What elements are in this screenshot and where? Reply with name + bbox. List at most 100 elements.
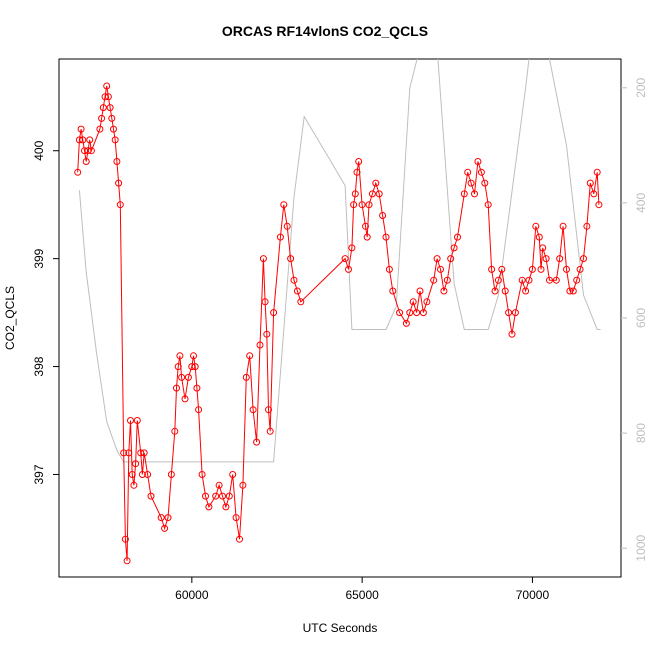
co2-point [528, 265, 536, 273]
co2-point [253, 438, 261, 446]
co2-point [249, 406, 257, 414]
co2-point [365, 201, 373, 209]
co2-point [108, 114, 116, 122]
co2-point [130, 481, 138, 489]
co2-point [440, 287, 448, 295]
co2-point [265, 406, 272, 414]
co2-point [525, 276, 533, 284]
co2-point [586, 179, 594, 187]
chart-title: ORCAS RF14vlonS CO2_QCLS [222, 23, 428, 39]
co2-point [505, 309, 513, 317]
co2-point [341, 255, 349, 263]
co2-point [157, 514, 165, 522]
co2-point [212, 492, 220, 500]
co2-point [280, 201, 288, 209]
co2-point [409, 298, 417, 306]
co2-point [133, 417, 141, 424]
co2-point [423, 298, 431, 306]
right-axis: 200 400 600 800 1000 [621, 77, 648, 562]
co2-point [375, 190, 383, 198]
co2-point [569, 287, 577, 295]
co2-point [184, 373, 192, 381]
co2-point [191, 363, 199, 371]
co2-point [77, 125, 85, 133]
co2-point [174, 363, 182, 371]
co2-point [86, 136, 94, 144]
co2-point [402, 319, 410, 327]
co2-point [464, 168, 472, 176]
co2-point [219, 492, 226, 500]
co2-point [121, 535, 129, 543]
x-tick-label: 70000 [516, 588, 550, 602]
co2-point [471, 190, 478, 198]
co2-point [229, 471, 237, 478]
co2-point [202, 492, 209, 500]
co2-point [137, 449, 145, 457]
co2-point [498, 265, 506, 273]
co2-point [454, 233, 461, 241]
y-tick-label: 398 [32, 356, 46, 376]
co2-point [535, 233, 543, 241]
co2-point [283, 222, 291, 230]
co2-point [437, 265, 444, 273]
co2-point [580, 255, 587, 263]
co2-point [239, 481, 247, 489]
co2-point [494, 276, 502, 284]
right-tick-label: 1000 [634, 535, 648, 562]
co2-point [161, 524, 169, 532]
co2-point [195, 406, 203, 414]
co2-point [96, 125, 104, 133]
co2-point [99, 104, 107, 112]
co2-point [484, 201, 492, 209]
co2-point [552, 276, 560, 284]
co2-point [539, 244, 547, 252]
co2-point [116, 201, 124, 209]
co2-point [501, 287, 509, 295]
co2-point [353, 168, 361, 176]
y-axis-label: CO2_QCLS [3, 286, 17, 350]
co2-point [590, 190, 598, 198]
co2-point [396, 309, 404, 317]
co2-point [246, 352, 254, 360]
co2-point [416, 287, 424, 295]
co2-point [138, 471, 146, 478]
co2-point [576, 265, 584, 273]
co2-point [75, 136, 83, 144]
co2-point [173, 384, 180, 392]
co2-point [413, 309, 421, 317]
co2-point [181, 395, 189, 403]
co2-point [190, 352, 197, 360]
co2-point [236, 535, 243, 543]
right-tick-label: 400 [634, 193, 648, 213]
co2-point [290, 276, 298, 284]
co2-point [276, 233, 284, 241]
co2-point [188, 363, 196, 371]
co2-point [566, 287, 574, 295]
co2-point [430, 276, 438, 284]
co2-point [447, 255, 455, 263]
pressure-series [78, 59, 601, 463]
pressure-line [78, 59, 601, 463]
right-tick-label: 200 [634, 77, 648, 97]
co2-point [389, 287, 397, 295]
co2-point [556, 255, 564, 263]
co2-point [293, 287, 301, 295]
co2-point [433, 255, 441, 263]
co2-point [215, 481, 223, 489]
co2-point [242, 373, 250, 381]
co2-point [74, 168, 82, 176]
co2-point [593, 168, 601, 176]
co2-point [110, 125, 117, 133]
co2-point [98, 114, 106, 122]
x-axis-label: UTC Seconds [303, 621, 378, 635]
co2-point [583, 222, 591, 230]
co2-point [508, 330, 516, 338]
co2-line [77, 85, 600, 561]
co2-point [84, 147, 92, 155]
co2-point [491, 287, 499, 295]
co2-point [79, 136, 87, 144]
co2-point [120, 449, 128, 457]
co2-point [259, 255, 267, 263]
